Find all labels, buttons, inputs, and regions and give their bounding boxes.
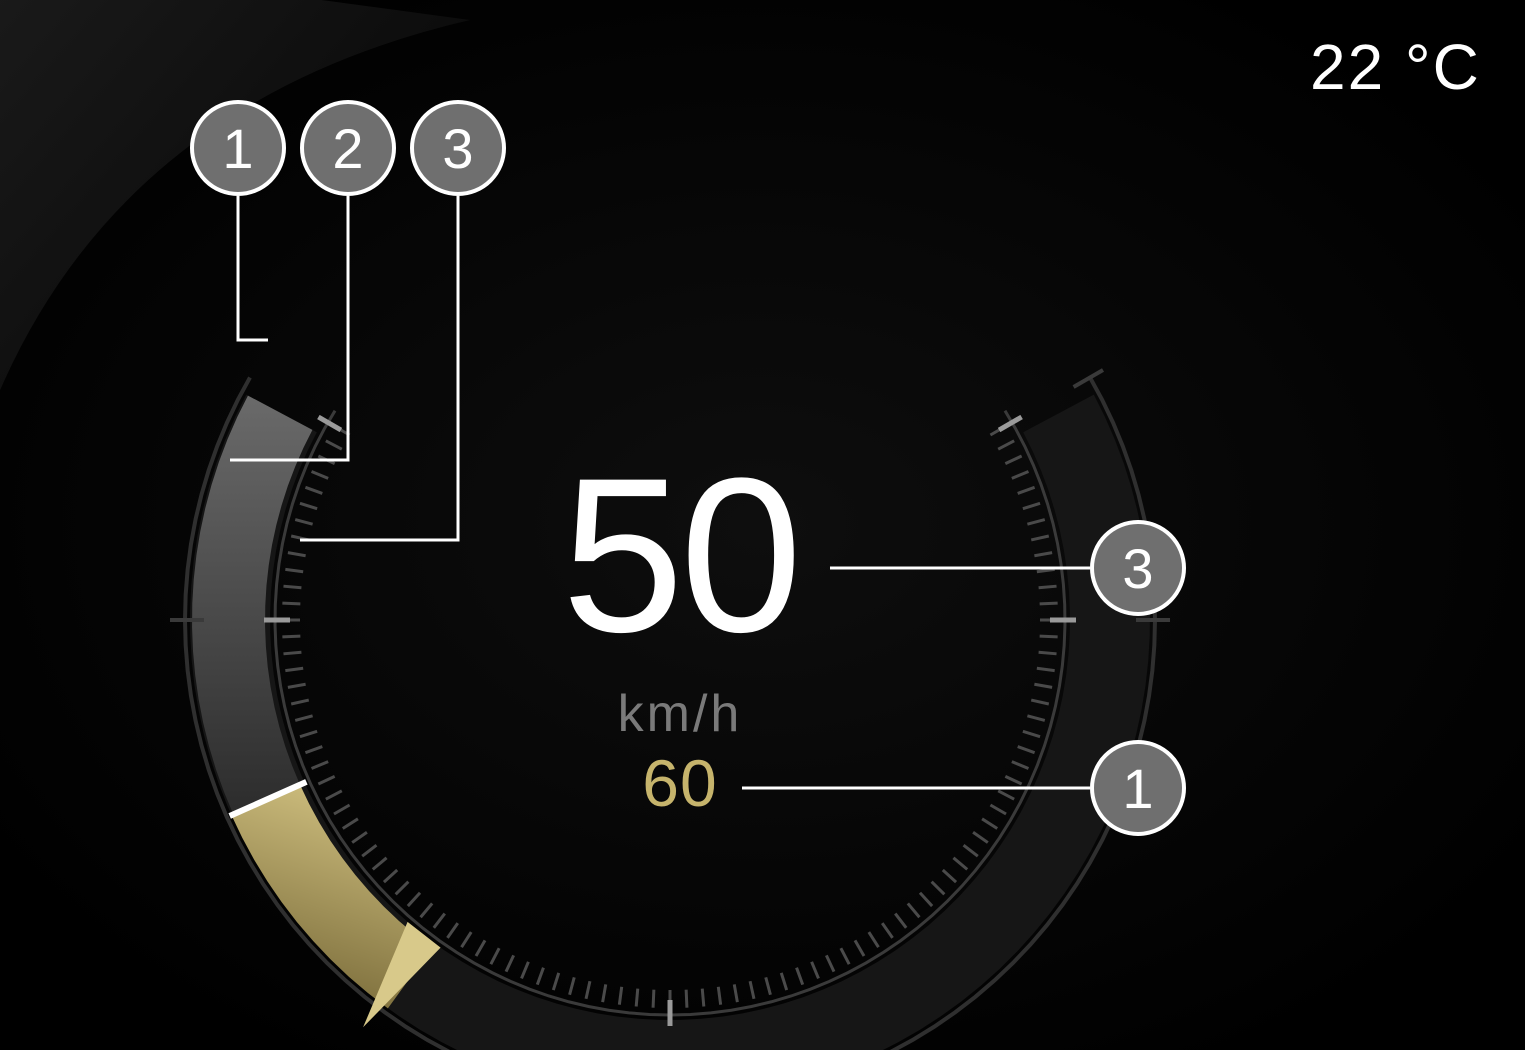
callout-label: 1	[1122, 756, 1153, 821]
set-speed-value: 60	[642, 750, 717, 816]
callout-badge-top-3: 3	[410, 100, 506, 196]
callout-label: 3	[1122, 536, 1153, 601]
current-speed-value: 50	[562, 445, 799, 665]
callout-badge-top-1: 1	[190, 100, 286, 196]
callout-badge-right-3: 3	[1090, 520, 1186, 616]
callout-badge-top-2: 2	[300, 100, 396, 196]
instrument-cluster: 22 °C 50 km/h 60 1 2 3 3 1	[0, 0, 1525, 1050]
callout-label: 1	[222, 116, 253, 181]
callout-badge-right-1: 1	[1090, 740, 1186, 836]
callout-label: 3	[442, 116, 473, 181]
speed-unit-label: km/h	[618, 688, 743, 740]
outside-temperature: 22 °C	[1310, 30, 1481, 104]
callout-label: 2	[332, 116, 363, 181]
